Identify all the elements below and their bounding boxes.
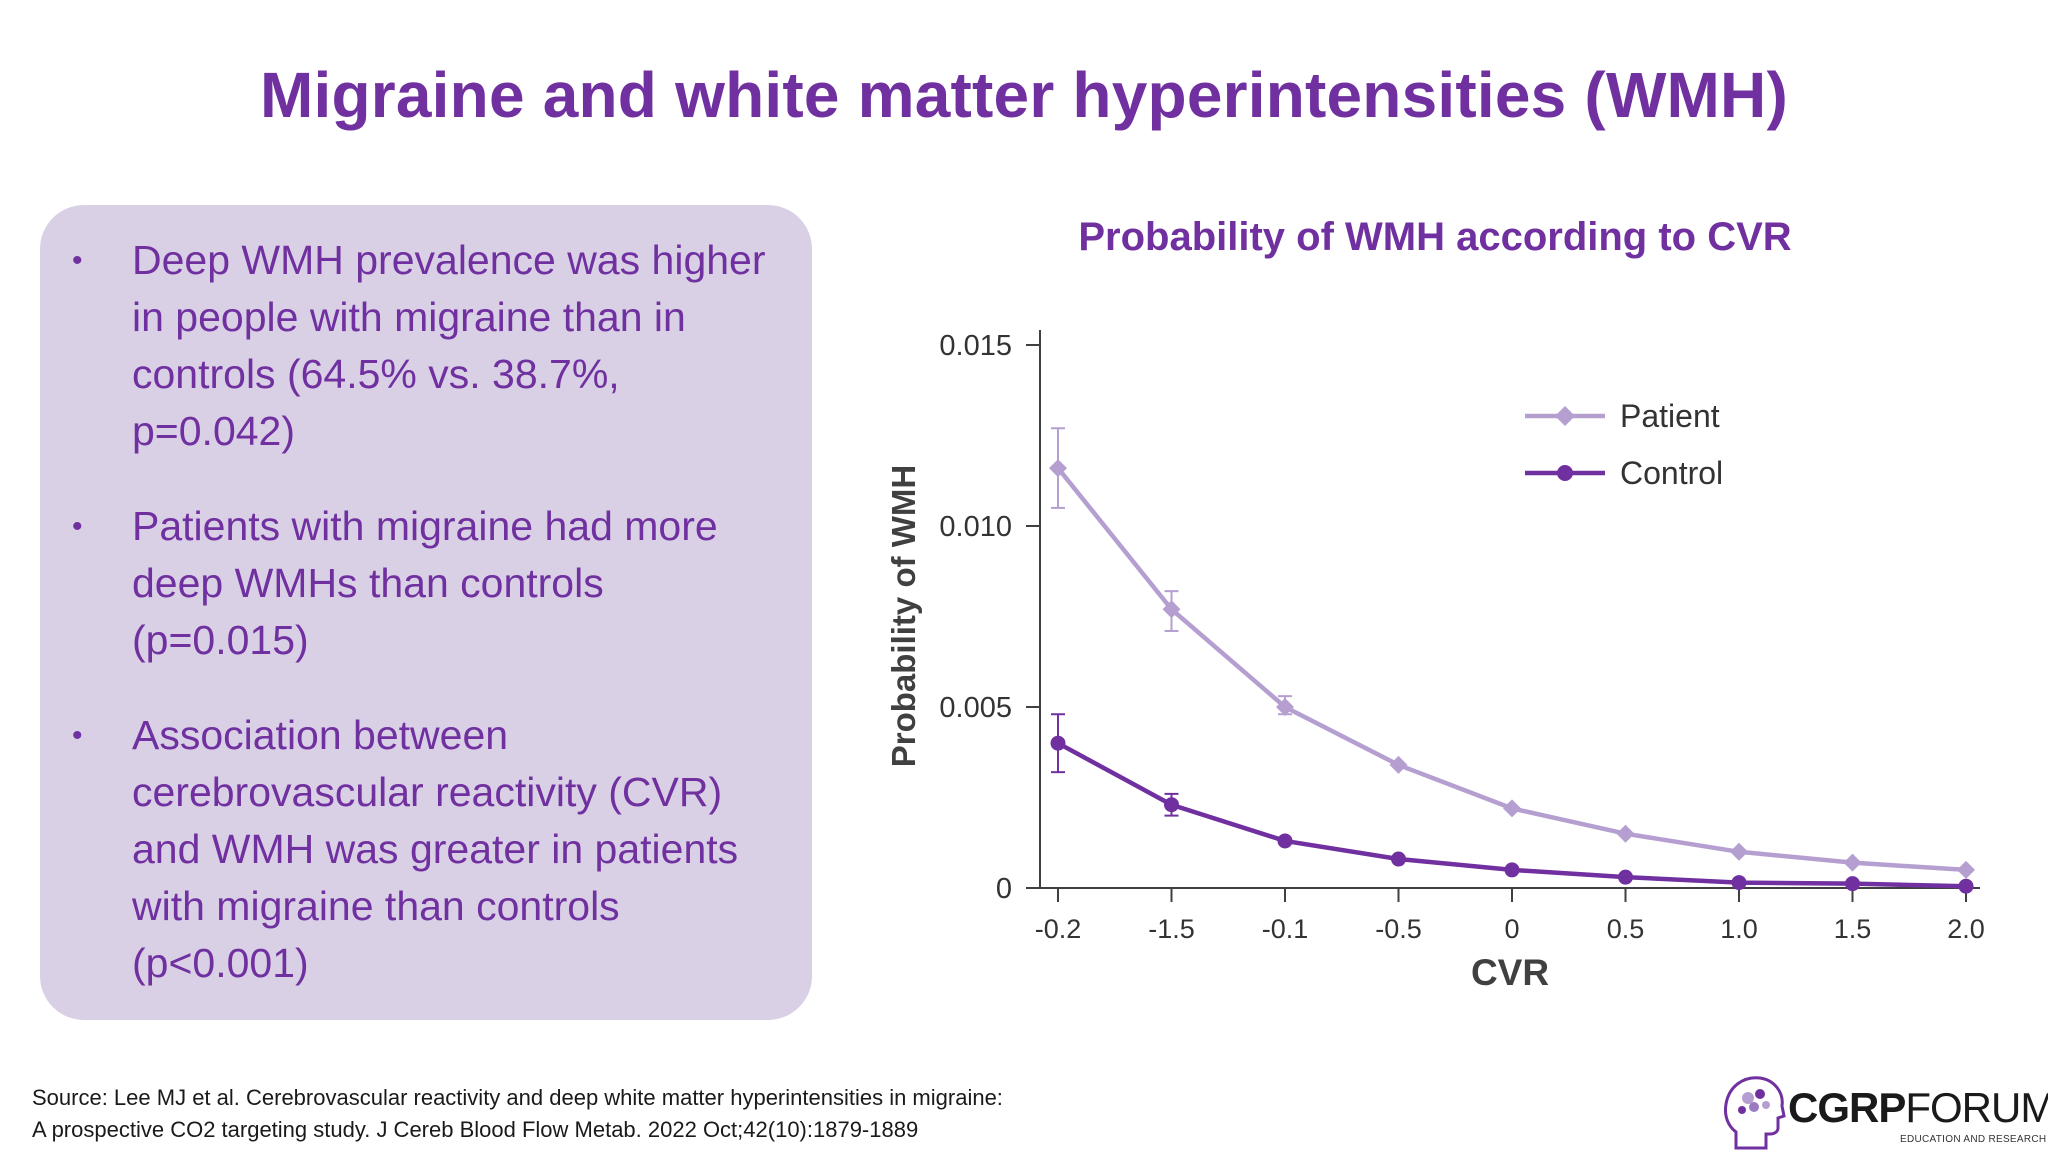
cgrp-forum-logo: CGRPFORUM EDUCATION AND RESEARCH (1722, 1074, 2048, 1150)
data-point-patient (1730, 842, 1748, 861)
x-tick-label: 0.5 (1607, 914, 1645, 944)
data-point-patient (1389, 755, 1408, 774)
bullet-text: Association between cerebrovascular reac… (132, 712, 739, 986)
data-point-patient (1276, 698, 1294, 716)
bullet-item: • Deep WMH prevalence was higher in peop… (40, 232, 780, 460)
logo-tagline: EDUCATION AND RESEARCH (1900, 1134, 2047, 1145)
data-point-patient (1503, 799, 1521, 818)
y-tick-label: 0.015 (939, 330, 1012, 362)
bullet-item: • Patients with migraine had more deep W… (40, 498, 780, 669)
data-point-control (1391, 851, 1406, 867)
bullet-text: Patients with migraine had more deep WMH… (132, 503, 718, 663)
x-tick-label: -0.1 (1262, 914, 1309, 944)
bullet-icon: • (72, 510, 83, 543)
data-point-patient (1049, 459, 1067, 478)
legend-marker (1557, 465, 1573, 481)
data-point-control (1731, 875, 1747, 891)
x-axis-label: CVR (1471, 952, 1549, 993)
logo-bold: CGRP (1788, 1084, 1906, 1131)
data-point-control (1504, 862, 1520, 878)
x-tick-label: 1.0 (1720, 914, 1758, 944)
data-point-control (1845, 876, 1860, 892)
source-line: Source: Lee MJ et al. Cerebrovascular re… (32, 1085, 1003, 1110)
x-tick-label: 1.5 (1834, 914, 1872, 944)
data-point-patient (1162, 600, 1181, 619)
y-tick-label: 0 (996, 873, 1012, 905)
source-line: A prospective CO2 targeting study. J Cer… (32, 1117, 919, 1142)
logo-light: FORUM (1905, 1084, 2048, 1131)
logo-wordmark: CGRPFORUM (1788, 1084, 2048, 1132)
bullet-item: • Association between cerebrovascular re… (40, 707, 780, 992)
data-point-control (1164, 797, 1179, 813)
data-point-control (1618, 869, 1633, 885)
y-tick-label: 0.005 (939, 692, 1012, 724)
data-point-patient (1616, 824, 1635, 843)
data-point-patient (1957, 860, 1975, 879)
data-point-control (1277, 833, 1293, 849)
x-tick-label: -0.2 (1035, 914, 1082, 944)
y-tick-label: 0.010 (939, 511, 1012, 543)
x-tick-label: 0 (1504, 914, 1519, 944)
x-tick-label: 2.0 (1947, 914, 1985, 944)
summary-panel (40, 205, 812, 1020)
y-axis-label: Probability of WMH (885, 465, 922, 767)
wmh-probability-chart: 0 0.005 0.010 0.015 -0.2 -1.5 -0.1 -0.5 0 0.5 1.0 1… (885, 330, 1985, 993)
bullet-text: Deep WMH prevalence was higher in people… (132, 237, 766, 454)
summary-bullets: • Deep WMH prevalence was higher in peop… (40, 232, 780, 1030)
legend-label: Control (1620, 455, 1723, 491)
x-tick-label: -1.5 (1148, 914, 1195, 944)
chart-title: Probability of WMH according to CVR (1078, 215, 1792, 259)
bullet-icon: • (72, 719, 83, 752)
data-point-control (1958, 878, 1974, 894)
source-citation: Source: Lee MJ et al. Cerebrovascular re… (32, 1082, 1003, 1146)
slide-title: Migraine and white matter hyperintensiti… (259, 59, 1788, 131)
bullet-icon: • (72, 244, 83, 277)
x-tick-label: -0.5 (1375, 914, 1422, 944)
data-point-patient (1843, 853, 1862, 872)
data-point-control (1050, 735, 1066, 751)
brain-head-icon (1724, 1076, 1786, 1150)
legend-label: Patient (1620, 398, 1720, 434)
legend-marker (1555, 406, 1575, 426)
